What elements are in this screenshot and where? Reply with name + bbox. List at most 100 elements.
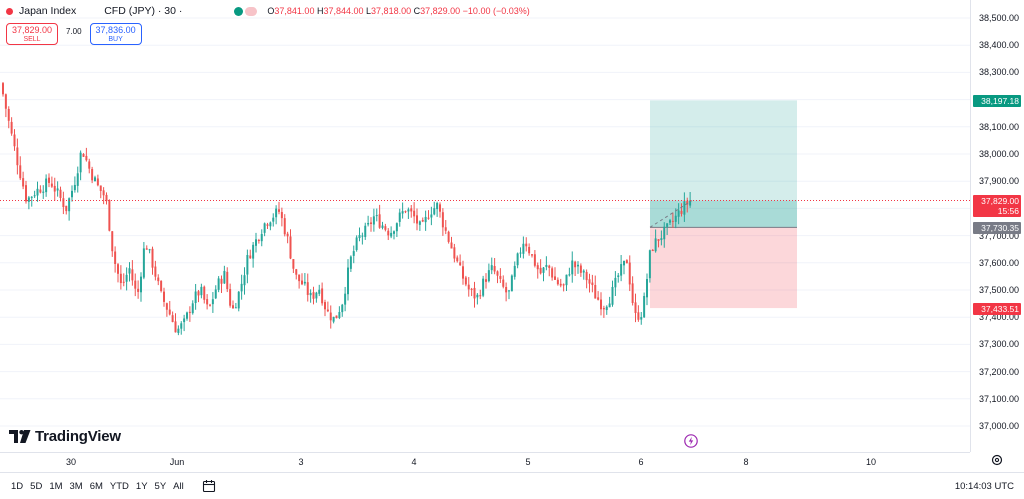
candle-body xyxy=(424,216,427,223)
range-button-1d[interactable]: 1D xyxy=(11,480,24,492)
range-button-3m[interactable]: 3M xyxy=(69,480,83,492)
candle-body xyxy=(375,215,378,217)
range-button-5y[interactable]: 5Y xyxy=(154,480,167,492)
candle-body xyxy=(660,238,663,241)
candle-body xyxy=(634,302,637,313)
candle-body xyxy=(154,266,157,277)
candle-body xyxy=(522,243,525,254)
candle-body xyxy=(643,295,646,318)
candle-body xyxy=(597,297,600,300)
candle-body xyxy=(651,249,654,251)
candle-body xyxy=(372,216,375,225)
candle-body xyxy=(499,275,502,279)
candle-body xyxy=(194,291,197,304)
candle-body xyxy=(686,201,689,205)
time-tick-label: 3 xyxy=(298,457,304,467)
candle-body xyxy=(85,155,88,161)
candle-body xyxy=(496,271,499,276)
stop-zone[interactable] xyxy=(650,227,797,309)
candle-body xyxy=(171,315,174,323)
candle-body xyxy=(283,218,286,235)
delay-icon xyxy=(245,6,258,16)
candle-body xyxy=(27,197,30,202)
symbol-name[interactable]: Japan Index xyxy=(19,5,77,17)
range-button-1m[interactable]: 1M xyxy=(49,480,63,492)
ohlc-values: O37,841.00 H37,844.00 L37,818.00 C37,829… xyxy=(267,6,529,16)
candle-body xyxy=(648,250,651,279)
candlestick-chart[interactable] xyxy=(0,0,970,452)
time-axis[interactable]: 30 Jun 3 4 5 6 8 10 xyxy=(0,452,970,471)
candle-body xyxy=(140,276,142,293)
candle-body xyxy=(588,279,591,284)
range-button-1y[interactable]: 1Y xyxy=(135,480,148,492)
candle-body xyxy=(410,208,413,212)
tradingview-logo[interactable]: TradingView xyxy=(9,428,121,445)
buy-price: 37,836.00 xyxy=(95,25,136,35)
candle-body xyxy=(315,292,318,299)
price-tick-label: 37,200.00 xyxy=(979,366,1020,377)
target-zone[interactable] xyxy=(650,100,797,228)
profit-fill xyxy=(650,200,797,228)
candle-body xyxy=(157,277,160,282)
candle-body xyxy=(180,323,183,329)
candle-body xyxy=(608,303,611,308)
range-button-ytd[interactable]: YTD xyxy=(109,480,129,492)
candle-body xyxy=(62,198,65,208)
time-tick-label: Jun xyxy=(169,457,185,467)
utc-clock[interactable]: 10:14:03 UTC xyxy=(954,480,1014,492)
candle-body xyxy=(625,260,628,264)
candle-body xyxy=(114,251,117,264)
candle-body xyxy=(16,147,19,166)
candle-body xyxy=(562,284,565,286)
candle-body xyxy=(398,212,401,222)
calendar-icon[interactable] xyxy=(202,479,216,493)
gear-icon[interactable] xyxy=(991,454,1003,466)
symbol-descriptor[interactable]: CFD (JPY) · 30 · xyxy=(104,5,183,17)
candle-body xyxy=(347,267,349,295)
candle-body xyxy=(508,290,510,292)
candle-body xyxy=(332,316,335,322)
candle-body xyxy=(444,227,447,231)
candle-body xyxy=(151,248,154,268)
candle-body xyxy=(367,223,370,225)
candle-body xyxy=(637,312,640,320)
candle-body xyxy=(344,293,347,305)
candle-body xyxy=(473,287,476,299)
price-axis[interactable]: 38,500.0038,400.0038,300.0038,200.0038,1… xyxy=(970,0,1024,452)
price-tick-label: 37,300.00 xyxy=(979,339,1020,350)
candle-body xyxy=(234,307,237,309)
candle-body xyxy=(39,189,42,193)
candle-body xyxy=(36,188,39,196)
candle-body xyxy=(418,221,421,225)
candle-body xyxy=(467,284,470,290)
candle-body xyxy=(378,214,381,228)
candle-body xyxy=(82,153,85,157)
candle-body xyxy=(401,211,404,214)
candle-body xyxy=(407,209,410,212)
candle-body xyxy=(470,288,473,290)
candle-body xyxy=(292,259,295,269)
candle-body xyxy=(2,83,4,95)
price-tick-label: 38,000.00 xyxy=(979,149,1020,159)
sell-button[interactable]: 37,829.00 SELL xyxy=(6,23,58,45)
candle-body xyxy=(433,208,436,215)
status-indicators[interactable] xyxy=(234,6,259,16)
range-button-6m[interactable]: 6M xyxy=(89,480,103,492)
candle-body xyxy=(427,217,430,219)
candle-body xyxy=(640,317,643,320)
lightning-icon[interactable] xyxy=(684,434,698,448)
sell-label: SELL xyxy=(23,36,41,43)
range-button-5d[interactable]: 5D xyxy=(30,480,43,492)
range-button-all[interactable]: All xyxy=(173,480,184,492)
price-tick-label: 38,400.00 xyxy=(979,40,1020,51)
buy-button[interactable]: 37,836.00 BUY xyxy=(89,23,142,45)
price-tick-label: 38,500.00 xyxy=(979,13,1020,23)
candle-body xyxy=(4,94,7,109)
candle-body xyxy=(91,169,94,181)
candle-body xyxy=(404,211,407,213)
candle-body xyxy=(220,278,223,284)
candle-body xyxy=(510,275,513,292)
low-value: 37,818.00 xyxy=(371,6,412,16)
candle-body xyxy=(197,291,200,296)
chart-area[interactable] xyxy=(0,0,970,452)
